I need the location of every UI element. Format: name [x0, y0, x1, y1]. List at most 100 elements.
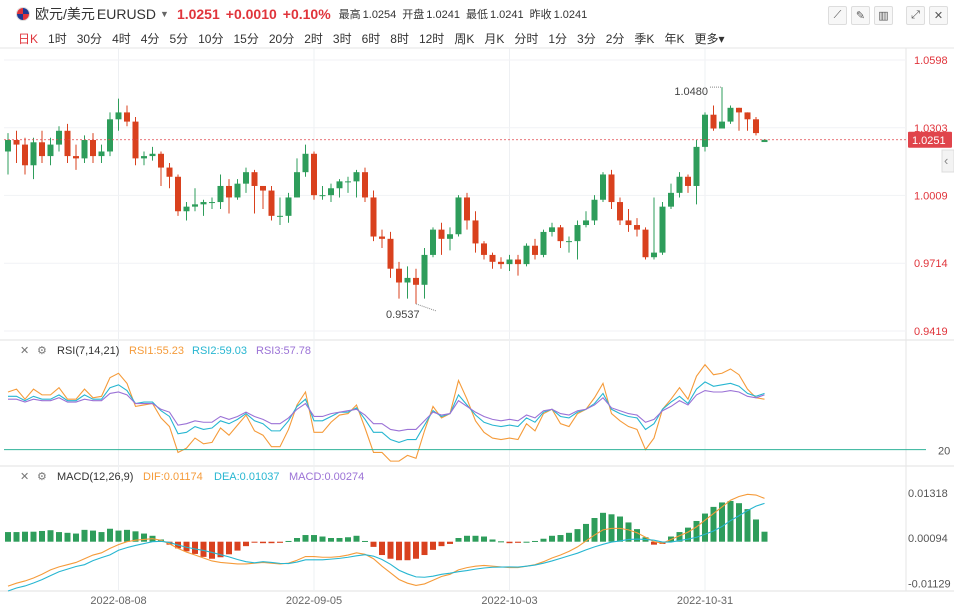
candle-body — [727, 107, 734, 122]
chevron-down-icon[interactable]: ▼ — [160, 9, 169, 19]
draw-icon[interactable]: ✎ — [851, 6, 870, 25]
fullscreen-icon[interactable]: ⤢ — [906, 6, 925, 25]
candle-style-icon[interactable]: ▥ — [874, 6, 893, 25]
macd-histogram-bar — [13, 532, 20, 542]
candle-body — [668, 192, 674, 207]
macd-histogram-bar — [336, 538, 343, 542]
candle-body — [557, 227, 564, 242]
macd-histogram-bar — [455, 538, 462, 542]
tab-period[interactable]: 4时 — [112, 31, 131, 46]
tab-period[interactable]: 5分 — [169, 31, 189, 46]
tab-period[interactable]: 分时 — [514, 31, 539, 46]
close-icon[interactable]: ✕ — [929, 6, 948, 25]
symbol-selector[interactable]: EURUSD — [96, 6, 157, 22]
stat-label: 昨收 — [529, 9, 552, 21]
candle-body — [413, 277, 419, 285]
candle-body — [583, 220, 589, 226]
tab-period[interactable]: 2时 — [304, 31, 323, 46]
tab-period[interactable]: 3时 — [332, 31, 352, 46]
macd-histogram-bar — [56, 532, 62, 542]
tab-period[interactable]: 1分 — [548, 31, 568, 46]
tab-period[interactable]: 10分 — [198, 31, 224, 46]
close-indicator-icon: ✕ — [20, 345, 29, 357]
candle-body — [319, 195, 326, 197]
candle-body — [30, 142, 37, 166]
candle-body — [591, 199, 598, 221]
tab-period[interactable]: 30分 — [76, 31, 103, 46]
tab-period[interactable]: 8时 — [390, 31, 409, 46]
candle-body — [132, 121, 139, 159]
macd-axis-tick: 0.00094 — [908, 533, 948, 545]
candle-body — [515, 259, 521, 265]
macd-title: MACD(12,26,9) — [57, 471, 133, 483]
candle-body — [311, 153, 317, 196]
macd-histogram-bar — [583, 523, 589, 542]
tab-period[interactable]: 6时 — [361, 31, 381, 46]
candle-body — [719, 121, 725, 129]
macd-histogram-bar — [591, 518, 598, 542]
candle-body — [294, 172, 300, 198]
macd-histogram-bar — [243, 541, 249, 547]
macd-histogram-bar — [90, 530, 96, 542]
tab-period[interactable]: 1时 — [48, 31, 67, 46]
macd-histogram-bar — [209, 541, 215, 559]
gear-icon: ⚙ — [37, 471, 47, 483]
candle-body — [523, 245, 530, 265]
tab-period[interactable]: 更多▾ — [694, 31, 725, 46]
candle-body — [149, 153, 156, 157]
macd-histogram-bar — [124, 529, 130, 542]
candle-body — [200, 202, 207, 205]
tab-period[interactable]: 2分 — [605, 31, 625, 46]
candle-body — [166, 167, 173, 177]
candle-body — [540, 231, 547, 255]
macd-histogram-bar — [404, 541, 411, 561]
macd-histogram-bar — [753, 519, 759, 542]
tab-period[interactable]: 20分 — [268, 31, 295, 46]
candle-body — [73, 156, 79, 159]
candle-body — [183, 206, 190, 212]
high-annotation: 1.0480 — [674, 86, 708, 98]
macd-histogram-bar — [370, 541, 377, 547]
price-change-pct: +0.10% — [282, 6, 331, 22]
macd-histogram-bar — [719, 502, 725, 542]
tab-period[interactable]: 4分 — [140, 31, 160, 46]
macd-histogram-bar — [566, 532, 572, 542]
candle-body — [430, 229, 436, 255]
candle-body — [268, 190, 275, 216]
candle-body — [379, 236, 385, 239]
candle-body — [506, 259, 513, 265]
candle-body — [421, 254, 428, 285]
tab-period[interactable]: 季K — [634, 31, 655, 46]
macd-histogram-bar — [285, 540, 292, 542]
candle-body — [761, 139, 768, 143]
tab-period[interactable]: 12时 — [418, 31, 445, 46]
tab-period[interactable]: 月K — [484, 31, 505, 46]
stat-value: 1.0241 — [489, 9, 524, 21]
macd-histogram-bar — [600, 512, 606, 542]
date-tick-label: 2022-09-05 — [286, 595, 342, 607]
macd-histogram-bar — [22, 531, 28, 542]
collapse-panel-button — [941, 149, 954, 173]
candle-body — [464, 197, 470, 221]
tab-period[interactable]: 3分 — [577, 31, 596, 46]
candle-body — [404, 277, 411, 283]
price-axis-tick: 1.0009 — [914, 190, 948, 202]
candle-body — [566, 241, 572, 243]
price-axis-tick: 1.0598 — [914, 55, 948, 67]
candle-body — [141, 156, 147, 159]
rsi-line-1 — [7, 363, 765, 462]
macd-histogram-bar — [727, 500, 734, 542]
tab-period[interactable]: 年K — [664, 31, 685, 46]
candle-body — [209, 202, 215, 204]
candle-body — [659, 206, 666, 253]
tab-period[interactable]: 日K — [18, 31, 39, 46]
candle-body — [260, 185, 266, 191]
candle-body — [226, 185, 232, 198]
macd-histogram-bar — [489, 539, 496, 542]
current-price-label: 1.0251 — [912, 135, 946, 147]
tab-period[interactable]: 周K — [454, 31, 475, 46]
crosshair-icon[interactable]: ⟋ — [828, 6, 847, 25]
tab-period[interactable]: 15分 — [233, 31, 259, 46]
stat-value: 1.0254 — [362, 9, 397, 21]
